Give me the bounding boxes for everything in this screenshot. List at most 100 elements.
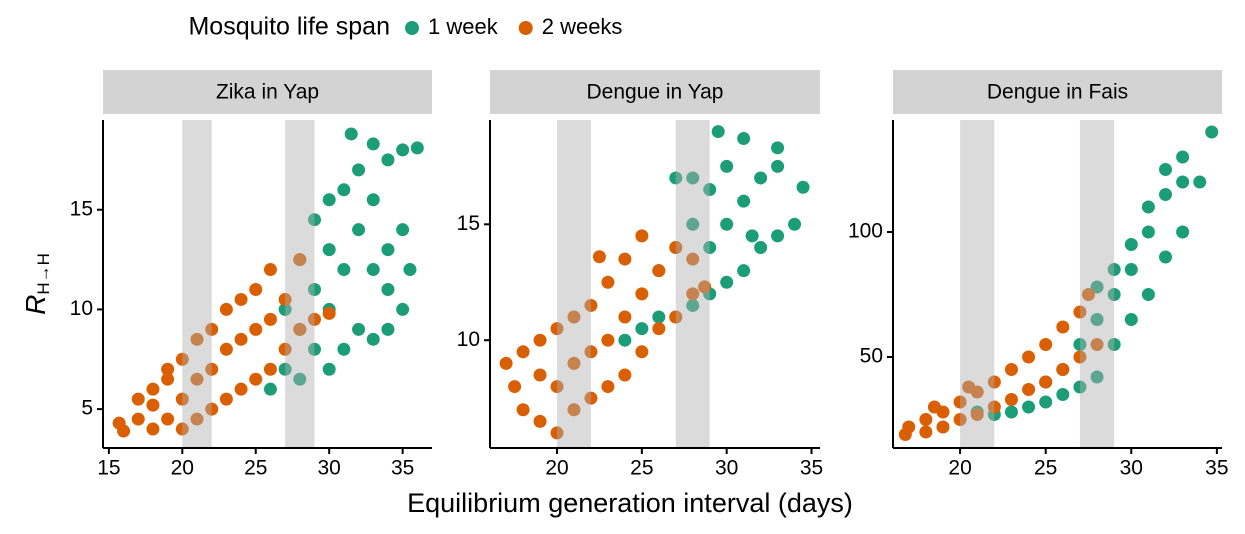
x-axis-label: Equilibrium generation interval (days) [407, 488, 853, 518]
point [754, 240, 768, 254]
point [962, 380, 976, 394]
point [278, 362, 292, 376]
y-tick-label: 5 [81, 397, 93, 420]
point [1039, 338, 1053, 351]
point [601, 275, 615, 289]
point [205, 322, 219, 336]
point [652, 310, 666, 324]
point [1004, 405, 1018, 419]
legend-label: 1 week [428, 14, 499, 39]
point [308, 213, 321, 227]
point [1141, 200, 1155, 214]
point [1090, 280, 1104, 294]
x-tick-label: 15 [97, 457, 120, 480]
point [1073, 338, 1087, 351]
point [1090, 338, 1104, 351]
point [278, 342, 292, 356]
point [550, 426, 564, 440]
point [970, 408, 984, 421]
point [796, 180, 810, 194]
point [161, 412, 175, 426]
point [737, 132, 751, 146]
point [1073, 350, 1087, 364]
point [308, 312, 321, 326]
point [234, 292, 248, 306]
point [131, 412, 145, 426]
x-tick-label: 20 [948, 457, 971, 480]
x-tick-label: 35 [391, 457, 414, 480]
point [516, 403, 530, 417]
point [686, 171, 700, 185]
point [263, 263, 277, 277]
point [263, 362, 277, 376]
point [669, 240, 683, 254]
y-tick-label: 10 [457, 328, 480, 351]
point [508, 380, 522, 394]
point [278, 292, 292, 306]
point [745, 229, 759, 243]
point [592, 250, 606, 264]
point [1004, 363, 1018, 376]
x-tick-label: 35 [1205, 457, 1228, 480]
y-label-subscript: H→H [34, 253, 53, 295]
point [919, 413, 933, 426]
x-tick-label: 30 [318, 457, 341, 480]
facet-title: Dengue in Yap [586, 81, 723, 104]
y-tick-label: 15 [457, 212, 480, 235]
point [1022, 383, 1036, 396]
point [584, 391, 598, 405]
point [618, 333, 632, 347]
shaded-band [675, 120, 710, 448]
point [1141, 225, 1155, 239]
point [601, 333, 615, 347]
point [322, 193, 336, 207]
x-tick-label: 35 [800, 457, 823, 480]
plot-area [499, 120, 810, 448]
point [584, 298, 598, 312]
y-tick-label: 50 [860, 345, 883, 368]
point [175, 392, 189, 406]
point [205, 362, 219, 376]
point [1141, 288, 1155, 301]
point [550, 322, 564, 336]
point [219, 342, 233, 356]
point [396, 143, 410, 157]
point [190, 412, 204, 426]
point [737, 194, 751, 208]
point [652, 264, 666, 278]
point [618, 310, 632, 324]
point [396, 302, 410, 316]
point [1124, 263, 1138, 276]
x-tick-label: 25 [1034, 457, 1057, 480]
point [703, 183, 717, 197]
point [1073, 305, 1087, 319]
point [322, 306, 336, 320]
x-tick-label: 20 [545, 457, 568, 480]
point [737, 264, 751, 278]
point [652, 322, 666, 336]
point [366, 193, 380, 207]
point [175, 422, 189, 436]
point [1124, 313, 1138, 326]
point [234, 382, 248, 396]
point [337, 183, 351, 197]
point [249, 322, 263, 336]
point [161, 372, 175, 386]
legend-swatch [518, 21, 533, 35]
x-tick-label: 25 [630, 457, 653, 480]
point [754, 171, 768, 185]
legend-label: 2 weeks [542, 14, 623, 39]
point [352, 322, 366, 336]
point [686, 298, 700, 312]
point [533, 333, 547, 347]
shaded-band [960, 120, 995, 448]
shaded-band [1079, 120, 1115, 448]
point [344, 127, 358, 141]
point [366, 332, 380, 346]
point [1022, 350, 1036, 364]
point [635, 287, 649, 301]
point [720, 275, 734, 289]
facet-strip [490, 70, 820, 114]
